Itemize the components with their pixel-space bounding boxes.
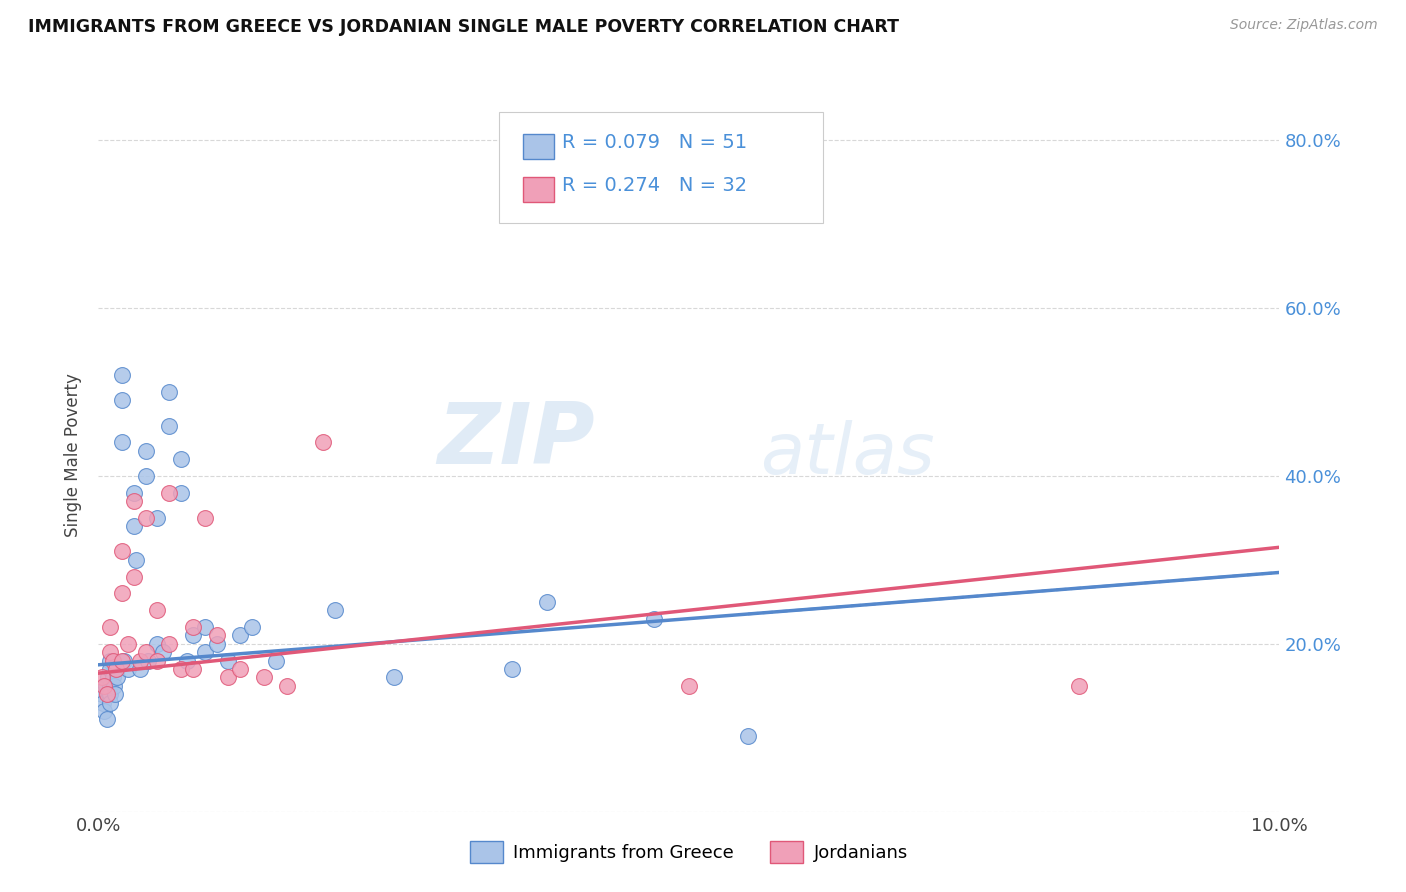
Point <box>96 687 118 701</box>
Text: R = 0.274   N = 32: R = 0.274 N = 32 <box>562 176 748 195</box>
Point <box>122 519 145 533</box>
Point <box>101 654 124 668</box>
Point <box>170 452 193 467</box>
Point <box>111 544 134 558</box>
Point <box>122 485 145 500</box>
Point <box>194 645 217 659</box>
Point <box>170 485 193 500</box>
Point <box>91 696 114 710</box>
Point <box>93 704 115 718</box>
Point <box>240 620 263 634</box>
Point <box>111 368 134 383</box>
Point <box>276 679 298 693</box>
Point <box>135 645 157 659</box>
Point <box>146 603 169 617</box>
Point <box>157 485 180 500</box>
Point <box>136 654 159 668</box>
Point <box>98 679 121 693</box>
Point <box>312 435 335 450</box>
Point <box>96 712 118 726</box>
Point <box>152 645 174 659</box>
Point <box>181 620 204 634</box>
Point <box>135 469 157 483</box>
Point <box>146 637 169 651</box>
Point <box>536 595 558 609</box>
Point <box>176 654 198 668</box>
Point <box>98 687 121 701</box>
Point <box>122 494 145 508</box>
Point <box>181 662 204 676</box>
Point <box>229 628 252 642</box>
Point <box>101 670 124 684</box>
Point <box>98 696 121 710</box>
Point <box>382 670 405 684</box>
Point <box>98 687 121 701</box>
Point <box>135 511 157 525</box>
Point <box>93 679 115 693</box>
Point <box>194 620 217 634</box>
Text: IMMIGRANTS FROM GREECE VS JORDANIAN SINGLE MALE POVERTY CORRELATION CHART: IMMIGRANTS FROM GREECE VS JORDANIAN SING… <box>28 18 898 36</box>
Point <box>111 654 134 668</box>
Point <box>264 654 287 668</box>
Point <box>105 670 128 684</box>
Point <box>125 553 148 567</box>
Point <box>94 679 117 693</box>
Point <box>643 612 665 626</box>
Point <box>181 628 204 642</box>
Point <box>111 435 134 450</box>
Point <box>98 620 121 634</box>
Text: Source: ZipAtlas.com: Source: ZipAtlas.com <box>1230 18 1378 32</box>
Point <box>157 384 180 399</box>
Point <box>1067 679 1090 693</box>
Point <box>98 662 121 676</box>
Point <box>117 637 139 651</box>
Point <box>128 654 150 668</box>
Text: R = 0.079   N = 51: R = 0.079 N = 51 <box>562 133 748 153</box>
Point <box>128 662 150 676</box>
Point <box>112 654 135 668</box>
Point <box>97 670 120 684</box>
Point <box>111 586 134 600</box>
Point <box>157 418 180 433</box>
Point <box>194 511 217 525</box>
Point <box>117 662 139 676</box>
Point <box>98 654 121 668</box>
Point <box>103 679 125 693</box>
Point <box>217 670 239 684</box>
Point <box>323 603 346 617</box>
Point <box>737 729 759 743</box>
Text: ZIP: ZIP <box>437 399 595 483</box>
Point <box>205 628 228 642</box>
Point <box>105 662 128 676</box>
Point <box>135 443 157 458</box>
Point <box>104 687 127 701</box>
Point <box>91 687 114 701</box>
Point <box>678 679 700 693</box>
Point <box>501 662 523 676</box>
Point <box>170 662 193 676</box>
Point <box>98 645 121 659</box>
Point <box>157 637 180 651</box>
Text: atlas: atlas <box>759 420 935 490</box>
Point <box>111 393 134 408</box>
Point <box>105 662 128 676</box>
Point <box>217 654 239 668</box>
Point <box>253 670 276 684</box>
Point <box>91 670 114 684</box>
Point <box>205 637 228 651</box>
Point <box>122 569 145 583</box>
Point <box>229 662 252 676</box>
Y-axis label: Single Male Poverty: Single Male Poverty <box>65 373 83 537</box>
Point <box>146 511 169 525</box>
Point <box>146 654 169 668</box>
Legend: Immigrants from Greece, Jordanians: Immigrants from Greece, Jordanians <box>463 834 915 871</box>
